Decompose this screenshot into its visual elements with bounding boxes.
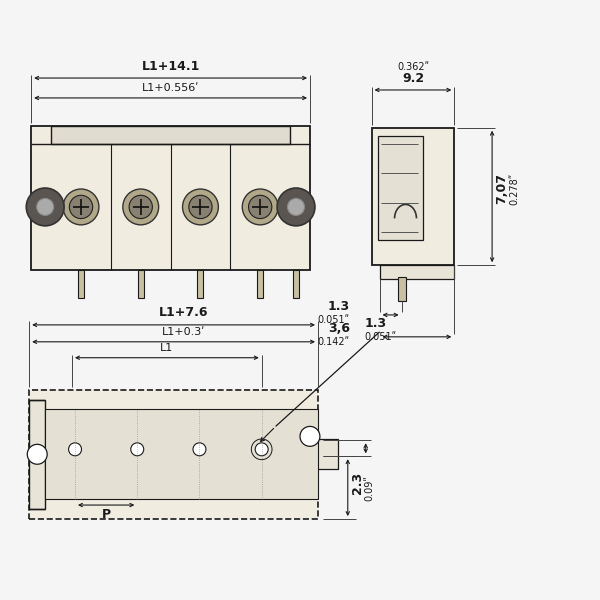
Circle shape: [27, 445, 47, 464]
Circle shape: [248, 195, 272, 218]
Circle shape: [68, 443, 82, 456]
Text: 0.051ʺ: 0.051ʺ: [317, 315, 350, 325]
Bar: [380, 265, 454, 279]
Text: 3,6: 3,6: [328, 322, 350, 335]
Text: 0.09ʺ: 0.09ʺ: [365, 475, 374, 500]
Circle shape: [131, 443, 144, 456]
Text: 2.3: 2.3: [351, 472, 364, 494]
Text: 0.142ʺ: 0.142ʺ: [317, 337, 350, 347]
Bar: [29, 389, 318, 519]
Circle shape: [37, 199, 53, 215]
Text: 1.3: 1.3: [328, 301, 350, 313]
Circle shape: [193, 443, 206, 456]
Circle shape: [300, 427, 320, 446]
Circle shape: [242, 189, 278, 225]
Bar: [377, 136, 424, 240]
Text: 0.051ʺ: 0.051ʺ: [365, 332, 397, 342]
Text: L1+0.3ʹ: L1+0.3ʹ: [162, 327, 205, 337]
Text: L1+14.1: L1+14.1: [142, 59, 200, 73]
Circle shape: [26, 188, 64, 226]
Bar: [138, 270, 144, 298]
Text: 0.362ʺ: 0.362ʺ: [397, 62, 429, 72]
Circle shape: [129, 195, 152, 218]
Circle shape: [189, 195, 212, 218]
Circle shape: [287, 199, 305, 215]
Bar: [78, 270, 84, 298]
Bar: [51, 126, 290, 144]
Circle shape: [255, 443, 268, 456]
Bar: [31, 126, 310, 270]
Circle shape: [63, 189, 99, 225]
Bar: [257, 270, 263, 298]
Circle shape: [182, 189, 218, 225]
Bar: [45, 409, 318, 499]
Circle shape: [277, 188, 315, 226]
Bar: [293, 270, 299, 298]
Bar: [283, 439, 338, 469]
Bar: [29, 400, 45, 509]
Circle shape: [123, 189, 158, 225]
Text: 9.2: 9.2: [402, 71, 424, 85]
Circle shape: [70, 195, 92, 218]
Text: 1.3: 1.3: [365, 317, 387, 331]
Bar: [398, 277, 406, 301]
Text: P: P: [101, 508, 111, 521]
Text: 7,07: 7,07: [496, 173, 509, 204]
Bar: [371, 128, 454, 265]
Bar: [197, 270, 203, 298]
Text: L1+7.6: L1+7.6: [159, 307, 208, 319]
Text: L1: L1: [160, 343, 173, 353]
Text: L1+0.556ʹ: L1+0.556ʹ: [142, 83, 199, 93]
Text: 0.278ʺ: 0.278ʺ: [509, 172, 519, 205]
